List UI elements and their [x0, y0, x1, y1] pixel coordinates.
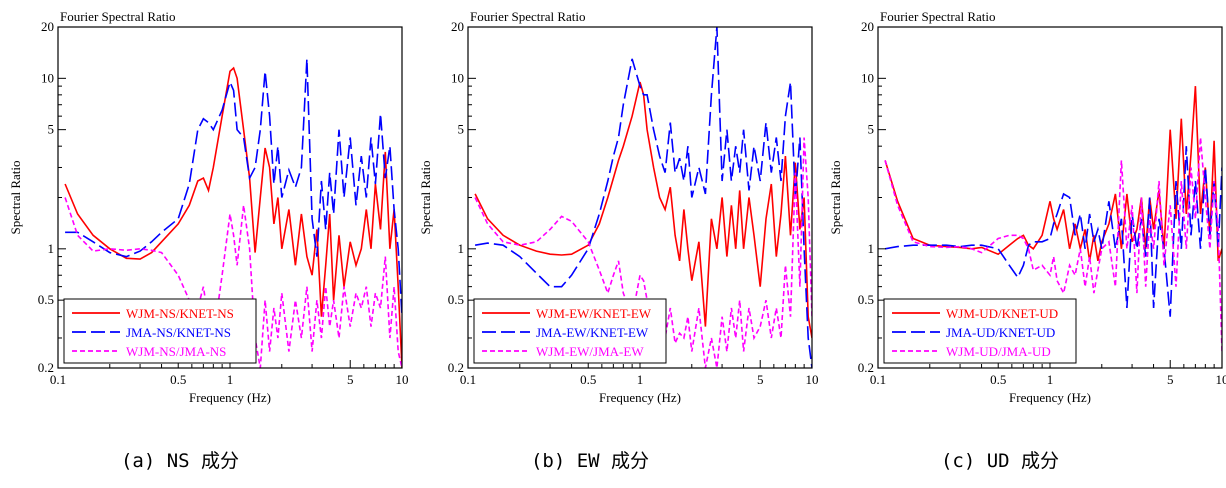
chart-0-y-tick-label: 5 [48, 122, 55, 137]
chart-2-y-tick-label: 1 [868, 241, 875, 256]
chart-2-y-axis-label: Spectral Ratio [828, 160, 843, 234]
chart-1-y-tick-label: 10 [451, 70, 464, 85]
chart-1-x-axis-label: Frequency (Hz) [599, 390, 681, 405]
chart-1-series-1-line [474, 27, 812, 368]
chart-0-y-tick-label: 10 [41, 70, 54, 85]
chart-0-x-tick-label: 0.1 [50, 372, 66, 387]
chart-0-y-tick-label: 0.2 [38, 360, 54, 375]
chart-0-legend-label-1: JMA-NS/KNET-NS [126, 325, 231, 340]
chart-0-y-tick-label: 0.5 [38, 292, 54, 307]
chart-0-title: Fourier Spectral Ratio [60, 9, 176, 24]
caption-ew: (b) EW 成分 [530, 450, 650, 472]
chart-1-x-tick-label: 5 [757, 372, 764, 387]
chart-0-series-1-line [65, 58, 402, 317]
chart-2-x-tick-label: 0.5 [990, 372, 1006, 387]
chart-0-y-tick-label: 20 [41, 19, 54, 34]
caption-ud: (c) UD 成分 [940, 450, 1060, 472]
chart-1-x-tick-label: 10 [806, 372, 819, 387]
chart-1-y-tick-label: 0.5 [448, 292, 464, 307]
chart-1-y-axis-label: Spectral Ratio [418, 160, 433, 234]
chart-1-legend-label-2: WJM-EW/JMA-EW [536, 344, 644, 359]
chart-0-series-0-line [64, 66, 402, 368]
chart-0-legend-label-2: WJM-NS/JMA-NS [126, 344, 226, 359]
chart-2-series-2-line [884, 137, 1222, 352]
chart-2-x-tick-label: 1 [1047, 372, 1054, 387]
chart-2-title: Fourier Spectral Ratio [880, 9, 996, 24]
chart-2-x-tick-label: 5 [1167, 372, 1174, 387]
chart-2-y-tick-label: 0.5 [858, 292, 874, 307]
chart-2-legend-label-0: WJM-UD/KNET-UD [946, 306, 1058, 321]
chart-2-legend-label-2: WJM-UD/JMA-UD [946, 344, 1051, 359]
chart-0-y-tick-label: 1 [48, 241, 55, 256]
chart-2-series-1-line [884, 146, 1222, 317]
chart-panel-ew: Fourier Spectral Ratio 0.1 0.5 1 5 10 0.2 0.5 1 5… [410, 0, 819, 488]
chart-0-x-tick-label: 5 [347, 372, 354, 387]
chart-1-x-tick-label: 0.1 [460, 372, 476, 387]
chart-2-y-tick-label: 20 [861, 19, 874, 34]
chart-1-x-tick-label: 1 [637, 372, 644, 387]
chart-2-x-tick-label: 10 [1216, 372, 1226, 387]
caption-ns: (a) NS 成分 [120, 450, 240, 472]
chart-0-legend-label-0: WJM-NS/KNET-NS [126, 306, 234, 321]
chart-1-y-tick-label: 5 [458, 122, 465, 137]
chart-panel-ud: Fourier Spectral Ratio 0.1 0.5 1 5 10 0.2 0.5 1 5… [820, 0, 1226, 488]
chart-1-y-tick-label: 1 [458, 241, 465, 256]
chart-0-y-axis-label: Spectral Ratio [8, 160, 23, 234]
chart-0-x-tick-label: 1 [227, 372, 234, 387]
chart-0-x-tick-label: 10 [396, 372, 409, 387]
chart-1-legend-box [473, 298, 667, 364]
chart-0-x-tick-label: 0.5 [170, 372, 186, 387]
chart-2-y-tick-label: 10 [861, 70, 874, 85]
chart-2-legend-label-1: JMA-UD/KNET-UD [946, 325, 1055, 340]
chart-2-x-axis-label: Frequency (Hz) [1009, 390, 1091, 405]
chart-ud-svg: Fourier Spectral Ratio 0.1 0.5 1 5 10 0.2 0.5 1 5… [828, 9, 1226, 405]
chart-1-title: Fourier Spectral Ratio [470, 9, 586, 24]
chart-2-legend-box [883, 298, 1077, 364]
chart-1-legend-label-1: JMA-EW/KNET-EW [536, 325, 649, 340]
chart-2-x-tick-label: 0.1 [870, 372, 886, 387]
chart-0-x-axis-label: Frequency (Hz) [189, 390, 271, 405]
chart-2-y-tick-label: 0.2 [858, 360, 874, 375]
chart-panel-ns: Fourier Spectral Ratio 0.1 0.5 1 5 10 0.2 0.5 1 5… [0, 0, 409, 488]
chart-0-series-2-line [64, 197, 402, 368]
chart-2-y-tick-label: 5 [868, 122, 875, 137]
chart-ns-svg: Fourier Spectral Ratio 0.1 0.5 1 5 10 0.2 0.5 1 5… [8, 9, 409, 405]
chart-1-x-tick-label: 0.5 [580, 372, 596, 387]
chart-1-legend-label-0: WJM-EW/KNET-EW [536, 306, 652, 321]
chart-2-series-0-line [884, 86, 1222, 262]
chart-0-legend-box [63, 298, 257, 364]
chart-ew-svg: Fourier Spectral Ratio 0.1 0.5 1 5 10 0.2 0.5 1 5… [418, 9, 819, 405]
chart-1-y-tick-label: 0.2 [448, 360, 464, 375]
chart-1-y-tick-label: 20 [451, 19, 464, 34]
chart-1-series-2-line [474, 137, 812, 368]
